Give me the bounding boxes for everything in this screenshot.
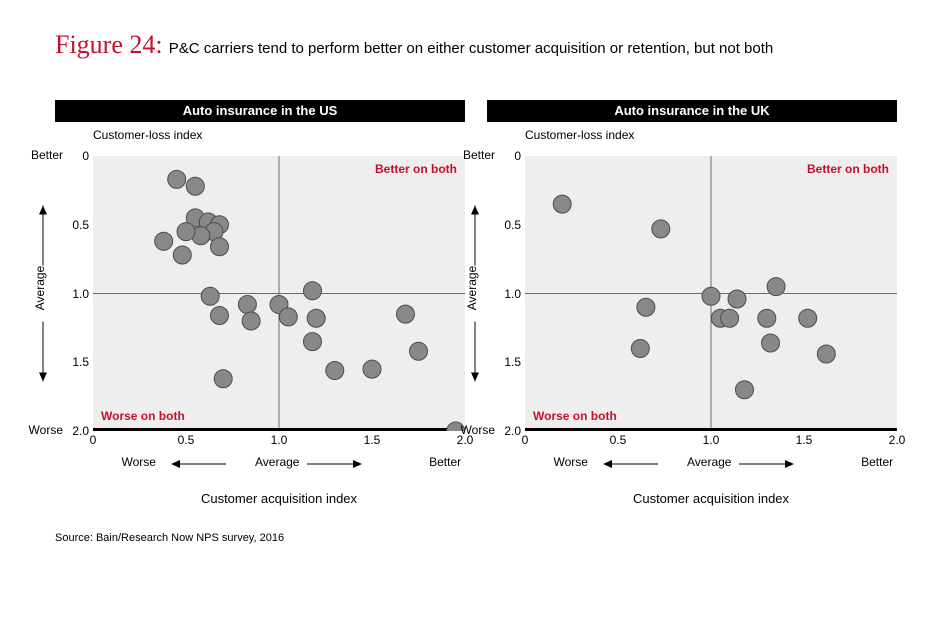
scatter-point	[279, 308, 297, 326]
x-worse-label: Worse	[122, 455, 156, 469]
scatter-point	[303, 333, 321, 351]
scatter-point	[735, 381, 753, 399]
scatter-point	[396, 305, 414, 323]
y-axis-title: Customer-loss index	[93, 128, 465, 142]
arrow-right-icon	[739, 458, 794, 470]
y-tick-label: 1.5	[504, 355, 521, 369]
scatter-point	[173, 246, 191, 264]
scatter-point	[186, 177, 204, 195]
y-better-label: Better	[31, 148, 63, 162]
scatter-point	[637, 298, 655, 316]
x-tick-label: 1.0	[271, 433, 288, 447]
arrow-left-icon	[171, 458, 226, 470]
x-ticks: 00.51.01.52.0	[93, 431, 465, 449]
arrow-right-icon	[307, 458, 362, 470]
worse-on-both-label: Worse on both	[101, 409, 185, 423]
x-worse-average-better: Worse Average Better	[525, 455, 897, 477]
scatter-point	[817, 345, 835, 363]
chart-area: AverageBetter00.51.01.52.0WorseBetter on…	[55, 144, 465, 431]
x-worse-average-better: Worse Average Better	[93, 455, 465, 477]
scatter-point	[303, 282, 321, 300]
scatter-point	[652, 220, 670, 238]
x-better-label: Better	[861, 455, 893, 469]
scatter-point	[762, 334, 780, 352]
chart-panel: Auto insurance in the US Customer-loss in…	[55, 100, 465, 506]
y-arrow-column: Average	[457, 144, 487, 431]
figure-number: Figure 24:	[55, 30, 163, 59]
scatter-point	[155, 232, 173, 250]
scatter-point	[631, 340, 649, 358]
scatter-point	[363, 360, 381, 378]
scatter-point	[410, 342, 428, 360]
x-axis-title: Customer acquisition index	[93, 491, 465, 506]
y-tick-label: 1.0	[72, 287, 89, 301]
chart-panel: Auto insurance in the UK Customer-loss in…	[487, 100, 897, 506]
y-tick-label: 0	[82, 149, 89, 163]
x-average-label: Average	[255, 455, 299, 469]
y-better-label: Better	[463, 148, 495, 162]
y-average-label: Average	[465, 265, 479, 309]
x-better-label: Better	[429, 455, 461, 469]
scatter-point	[177, 223, 195, 241]
x-average-label: Average	[687, 455, 731, 469]
worse-on-both-label: Worse on both	[533, 409, 617, 423]
source-line: Source: Bain/Research Now NPS survey, 20…	[55, 532, 905, 544]
scatter-svg	[525, 156, 897, 431]
x-tick-label: 1.5	[796, 433, 813, 447]
y-tick-label: 2.0	[504, 424, 521, 438]
figure-page: Figure 24: P&C carriers tend to perform …	[0, 0, 950, 618]
scatter-point	[767, 278, 785, 296]
scatter-point	[168, 170, 186, 188]
scatter-point	[758, 309, 776, 327]
x-tick-label: 1.5	[364, 433, 381, 447]
x-tick-label: 2.0	[889, 433, 906, 447]
panel-title: Auto insurance in the UK	[487, 100, 897, 122]
panels-row: Auto insurance in the US Customer-loss in…	[55, 100, 905, 506]
plot-region: Better on both Worse on both	[93, 156, 465, 431]
scatter-point	[799, 309, 817, 327]
x-tick-label: 0.5	[178, 433, 195, 447]
scatter-point	[242, 312, 260, 330]
arrow-left-icon	[603, 458, 658, 470]
x-worse-label: Worse	[554, 455, 588, 469]
y-tick-label: 1.5	[72, 355, 89, 369]
scatter-point	[214, 370, 232, 388]
scatter-point	[326, 362, 344, 380]
scatter-point	[553, 195, 571, 213]
y-worse-label: Worse	[29, 423, 63, 437]
scatter-point	[702, 287, 720, 305]
y-arrow-column: Average	[25, 144, 55, 431]
scatter-point	[210, 238, 228, 256]
x-axis-title: Customer acquisition index	[525, 491, 897, 506]
scatter-point	[307, 309, 325, 327]
chart-area: AverageBetter00.51.01.52.0WorseBetter on…	[487, 144, 897, 431]
figure-title-line: Figure 24: P&C carriers tend to perform …	[55, 30, 905, 60]
scatter-point	[210, 307, 228, 325]
x-tick-label: 1.0	[703, 433, 720, 447]
y-axis-title: Customer-loss index	[525, 128, 897, 142]
y-worse-label: Worse	[461, 423, 495, 437]
y-ticks: Better00.51.01.52.0Worse	[55, 144, 93, 431]
scatter-point	[201, 287, 219, 305]
y-tick-label: 0.5	[504, 218, 521, 232]
better-on-both-label: Better on both	[807, 162, 889, 176]
scatter-svg	[93, 156, 465, 431]
better-on-both-label: Better on both	[375, 162, 457, 176]
x-tick-label: 0.5	[610, 433, 627, 447]
scatter-point	[238, 296, 256, 314]
x-tick-label: 0	[522, 433, 529, 447]
scatter-point	[728, 290, 746, 308]
panel-title: Auto insurance in the US	[55, 100, 465, 122]
y-tick-label: 1.0	[504, 287, 521, 301]
x-tick-label: 0	[90, 433, 97, 447]
y-tick-label: 2.0	[72, 424, 89, 438]
y-ticks: Better00.51.01.52.0Worse	[487, 144, 525, 431]
plot-region: Better on both Worse on both	[525, 156, 897, 431]
y-tick-label: 0	[514, 149, 521, 163]
x-ticks: 00.51.01.52.0	[525, 431, 897, 449]
y-tick-label: 0.5	[72, 218, 89, 232]
scatter-point	[721, 309, 739, 327]
figure-title: P&C carriers tend to perform better on e…	[169, 40, 773, 57]
y-average-label: Average	[33, 265, 47, 309]
